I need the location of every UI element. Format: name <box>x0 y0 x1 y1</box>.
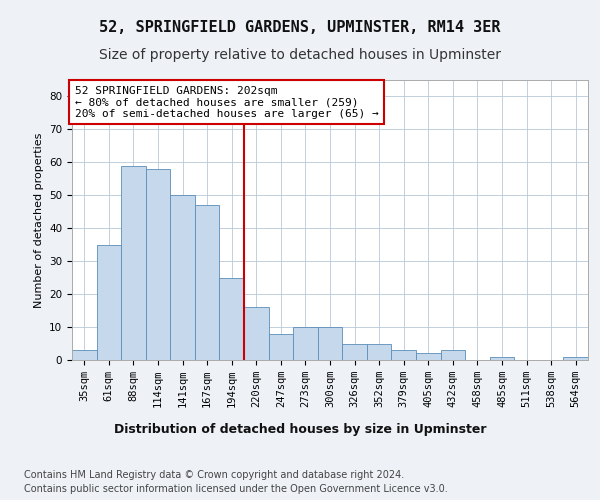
Bar <box>121 166 146 360</box>
Text: Distribution of detached houses by size in Upminster: Distribution of detached houses by size … <box>114 422 486 436</box>
Bar <box>269 334 293 360</box>
Bar <box>244 308 269 360</box>
Bar <box>367 344 391 360</box>
Text: 52 SPRINGFIELD GARDENS: 202sqm
← 80% of detached houses are smaller (259)
20% of: 52 SPRINGFIELD GARDENS: 202sqm ← 80% of … <box>74 86 379 119</box>
Text: Contains HM Land Registry data © Crown copyright and database right 2024.
Contai: Contains HM Land Registry data © Crown c… <box>24 470 448 494</box>
Bar <box>342 344 367 360</box>
Bar <box>490 356 514 360</box>
Bar <box>293 327 318 360</box>
Bar <box>318 327 342 360</box>
Bar <box>416 354 440 360</box>
Bar <box>391 350 416 360</box>
Y-axis label: Number of detached properties: Number of detached properties <box>34 132 44 308</box>
Bar <box>195 205 220 360</box>
Bar <box>170 196 195 360</box>
Bar <box>97 244 121 360</box>
Bar <box>563 356 588 360</box>
Bar <box>72 350 97 360</box>
Bar <box>146 169 170 360</box>
Text: Size of property relative to detached houses in Upminster: Size of property relative to detached ho… <box>99 48 501 62</box>
Text: 52, SPRINGFIELD GARDENS, UPMINSTER, RM14 3ER: 52, SPRINGFIELD GARDENS, UPMINSTER, RM14… <box>99 20 501 35</box>
Bar <box>220 278 244 360</box>
Bar <box>440 350 465 360</box>
